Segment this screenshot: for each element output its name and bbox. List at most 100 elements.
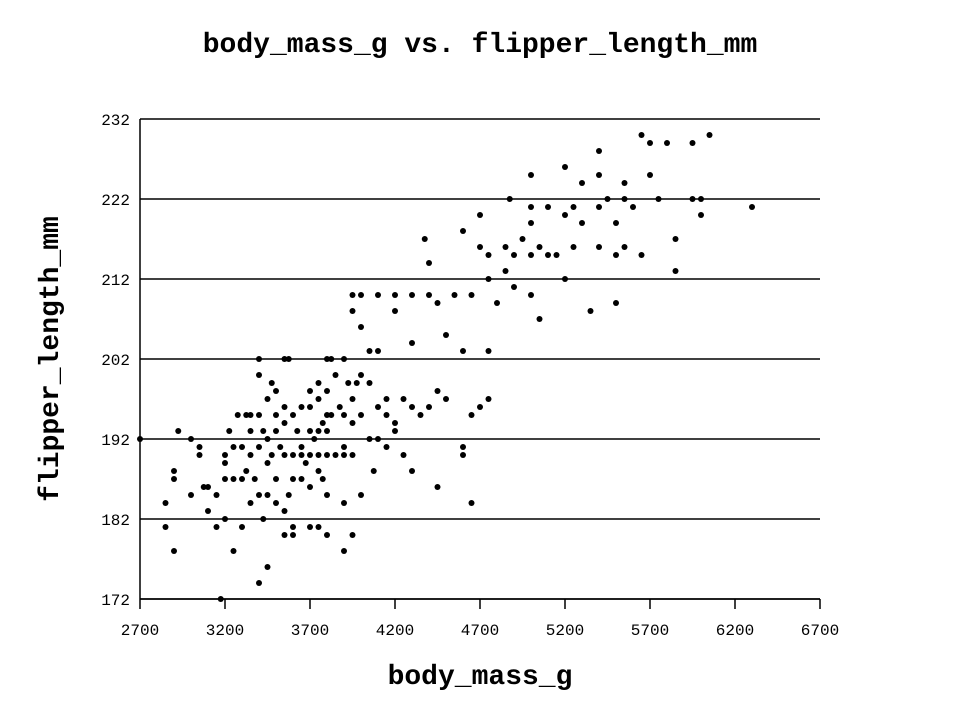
point	[222, 452, 228, 458]
point	[273, 388, 279, 394]
point	[596, 244, 602, 250]
point	[434, 484, 441, 490]
point	[383, 412, 390, 418]
point	[290, 452, 296, 458]
point	[349, 292, 356, 298]
point	[341, 500, 347, 506]
point	[217, 596, 224, 602]
point	[234, 412, 241, 418]
y-axis-label: flipper_length_mm	[36, 216, 67, 502]
point	[392, 308, 398, 314]
point	[375, 404, 381, 410]
point	[358, 324, 364, 330]
point	[302, 460, 309, 466]
point	[137, 436, 143, 442]
point	[324, 412, 330, 418]
point	[307, 524, 313, 530]
point	[239, 476, 245, 482]
point	[256, 412, 262, 418]
point	[528, 252, 534, 258]
point	[200, 484, 207, 490]
point	[196, 444, 203, 450]
point	[324, 388, 330, 394]
point	[511, 284, 517, 290]
point	[579, 220, 585, 226]
point	[536, 244, 543, 250]
point	[315, 468, 322, 474]
point	[689, 140, 696, 146]
x-tick-label: 5700	[631, 622, 669, 640]
point	[273, 476, 279, 482]
point	[256, 356, 262, 362]
point	[281, 452, 288, 458]
point	[400, 396, 407, 402]
point	[460, 348, 466, 354]
x-tick-label: 2700	[121, 622, 159, 640]
point	[290, 476, 296, 482]
point	[613, 300, 619, 306]
point	[277, 444, 284, 450]
point	[281, 420, 288, 426]
point	[324, 532, 330, 538]
point	[596, 148, 602, 154]
point	[638, 252, 645, 258]
point	[621, 244, 628, 250]
point	[358, 412, 364, 418]
x-tick-label: 6200	[716, 622, 754, 640]
point	[324, 452, 330, 458]
point	[426, 292, 432, 298]
point	[213, 492, 220, 498]
point	[460, 452, 466, 458]
point	[285, 356, 292, 362]
point	[528, 220, 534, 226]
point	[239, 524, 245, 530]
point	[562, 276, 568, 282]
point	[477, 404, 483, 410]
y-tick-label: 192	[101, 432, 130, 450]
point	[260, 516, 267, 522]
point	[307, 388, 313, 394]
point	[621, 180, 628, 186]
point	[409, 340, 415, 346]
point	[528, 292, 534, 298]
point	[570, 244, 577, 250]
point	[222, 516, 228, 522]
point	[383, 396, 390, 402]
point	[375, 348, 381, 354]
point	[315, 380, 322, 386]
point	[281, 508, 288, 514]
point	[298, 452, 305, 458]
point	[613, 252, 619, 258]
point	[307, 428, 313, 434]
point	[417, 412, 424, 418]
point	[315, 396, 322, 402]
point	[247, 428, 254, 434]
point	[171, 468, 177, 474]
point	[672, 268, 679, 274]
point	[273, 428, 279, 434]
point	[256, 444, 262, 450]
point	[392, 420, 398, 426]
point	[630, 204, 636, 210]
point	[443, 396, 449, 402]
x-tick-label: 5200	[546, 622, 584, 640]
point	[545, 252, 551, 258]
point	[562, 212, 568, 218]
point	[502, 244, 509, 250]
point	[264, 460, 271, 466]
point	[298, 404, 305, 410]
point	[294, 428, 301, 434]
point	[621, 196, 628, 202]
point	[349, 452, 356, 458]
point	[230, 476, 237, 482]
point	[485, 396, 492, 402]
point	[264, 436, 271, 442]
point	[307, 404, 313, 410]
point	[162, 500, 169, 506]
point	[268, 380, 275, 386]
point	[358, 492, 364, 498]
x-tick-label: 4200	[376, 622, 414, 640]
point	[647, 172, 653, 178]
point	[698, 196, 704, 202]
point	[222, 476, 228, 482]
